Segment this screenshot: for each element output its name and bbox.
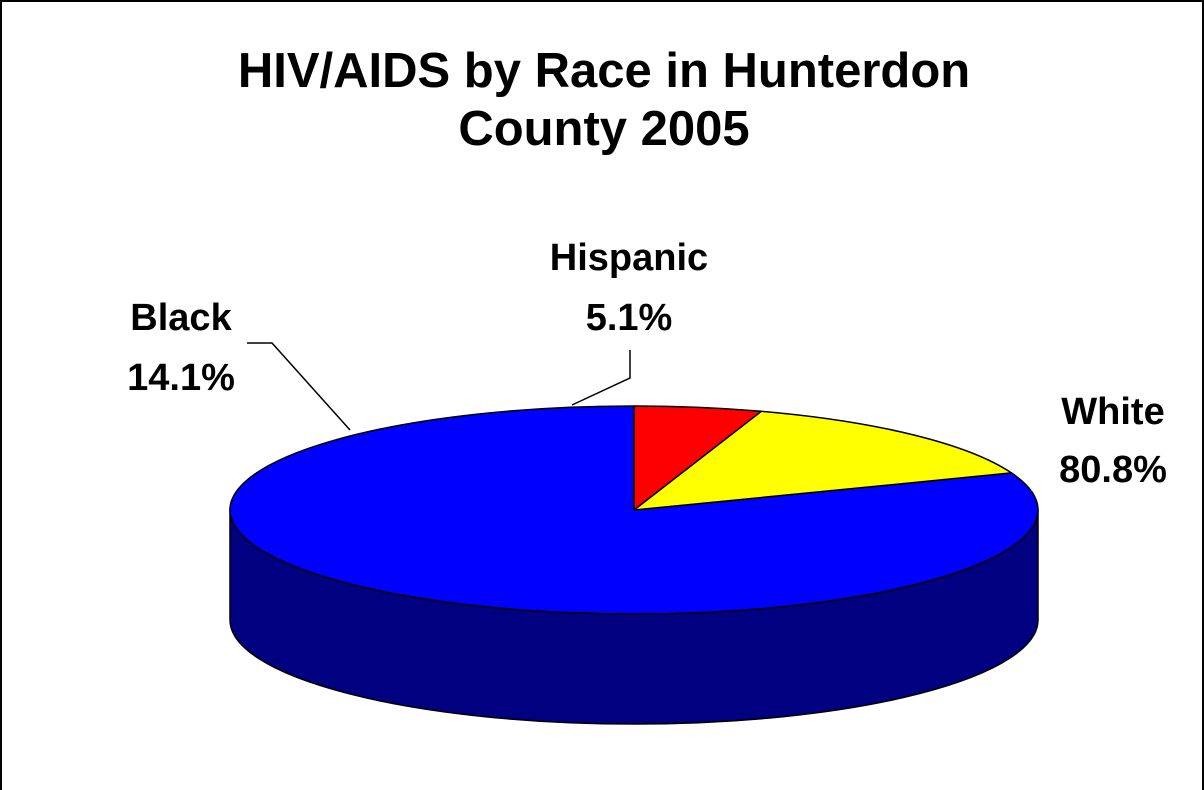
chart-title-line-2: County 2005 [458,102,750,156]
slice-label-name-hispanic: Hispanic [550,237,708,279]
pie-leaders [247,342,631,431]
slice-label-value-black: 14.1% [127,357,235,399]
pie-slice-hispanic [633,405,763,511]
slice-label-name-white: White [1061,391,1164,433]
chart-title-line-1: HIV/AIDS by Race in Hunterdon [237,44,971,98]
slice-label-name-black: Black [130,297,232,339]
leader-line-hispanic [571,350,631,406]
leader-line-black [247,342,351,431]
slice-label-value-white: 80.8% [1059,449,1167,491]
pie-tops [229,405,1039,615]
chart-title: HIV/AIDS by Race in Hunterdon County 200… [2,42,1204,158]
pie-labels: White 80.8% Black 14.1% Hispanic 5.1% [127,237,1167,491]
pie-slice-black [633,410,1013,511]
slice-label-value-hispanic: 5.1% [586,297,673,339]
